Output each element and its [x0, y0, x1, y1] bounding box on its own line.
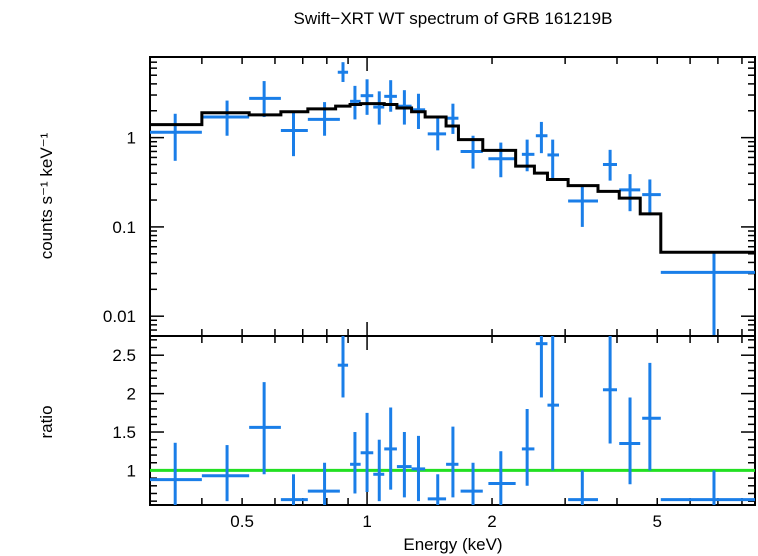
data-point — [460, 135, 483, 169]
data-point — [488, 142, 516, 178]
x-axis-label: Energy (keV) — [403, 535, 502, 554]
data-point — [547, 139, 560, 181]
data-point — [446, 426, 459, 498]
data-point — [201, 100, 250, 136]
data-point — [307, 462, 340, 505]
data-point — [384, 80, 397, 112]
data-point — [488, 451, 516, 505]
data-point — [619, 397, 641, 485]
x-tick-label: 1 — [362, 512, 371, 531]
y-tick-label: 1 — [127, 129, 136, 148]
data-point — [360, 79, 374, 115]
data-point — [521, 408, 535, 486]
data-point — [642, 362, 661, 471]
data-point — [337, 336, 349, 398]
data-point — [460, 462, 483, 505]
spectrum-y-axis-label: counts s⁻¹ keV⁻¹ — [37, 132, 56, 259]
data-point — [360, 412, 374, 492]
data-point — [396, 432, 412, 498]
y-tick-label: 2.5 — [112, 346, 136, 365]
data-point — [373, 91, 385, 125]
ratio-y-axis-label: ratio — [37, 405, 56, 438]
data-point — [535, 121, 548, 154]
data-point — [660, 252, 755, 336]
data-point — [427, 474, 447, 505]
y-tick-label: 1 — [127, 461, 136, 480]
data-point — [547, 336, 560, 471]
spectrum-panel: 0.01 0.1 1 — [103, 56, 756, 337]
data-point — [427, 118, 447, 151]
data-point — [280, 474, 308, 505]
data-point — [249, 81, 281, 118]
ratio-panel: 0.5 1 2 5 1 1.5 2 2.5 — [112, 335, 756, 531]
data-point — [642, 179, 661, 216]
plot-frame — [149, 56, 756, 337]
data-point — [619, 174, 641, 212]
data-point — [411, 435, 426, 502]
data-point — [384, 407, 397, 490]
data-point — [201, 445, 250, 502]
y-tick-label: 0.1 — [112, 218, 136, 237]
data-point — [350, 432, 361, 494]
data-point — [249, 382, 281, 475]
model-step-line — [150, 102, 755, 254]
plot-frame — [149, 335, 756, 506]
data-point — [350, 85, 361, 120]
data-point — [150, 442, 202, 505]
x-tick-label: 2 — [487, 512, 496, 531]
data-point — [535, 336, 548, 398]
data-point — [280, 112, 308, 157]
data-point — [373, 439, 385, 502]
data-point — [337, 62, 349, 82]
y-tick-label: 2 — [127, 385, 136, 404]
chart-title: Swift−XRT WT spectrum of GRB 161219B — [294, 9, 613, 28]
x-tick-label: 5 — [652, 512, 661, 531]
data-point — [660, 470, 755, 505]
data-point — [602, 149, 617, 181]
data-point — [568, 470, 598, 505]
data-point — [568, 185, 598, 227]
data-point — [446, 103, 459, 134]
x-tick-label: 0.5 — [230, 512, 254, 531]
y-tick-label: 0.01 — [103, 307, 136, 326]
data-point — [602, 336, 617, 444]
y-tick-label: 1.5 — [112, 423, 136, 442]
data-point — [150, 113, 202, 161]
